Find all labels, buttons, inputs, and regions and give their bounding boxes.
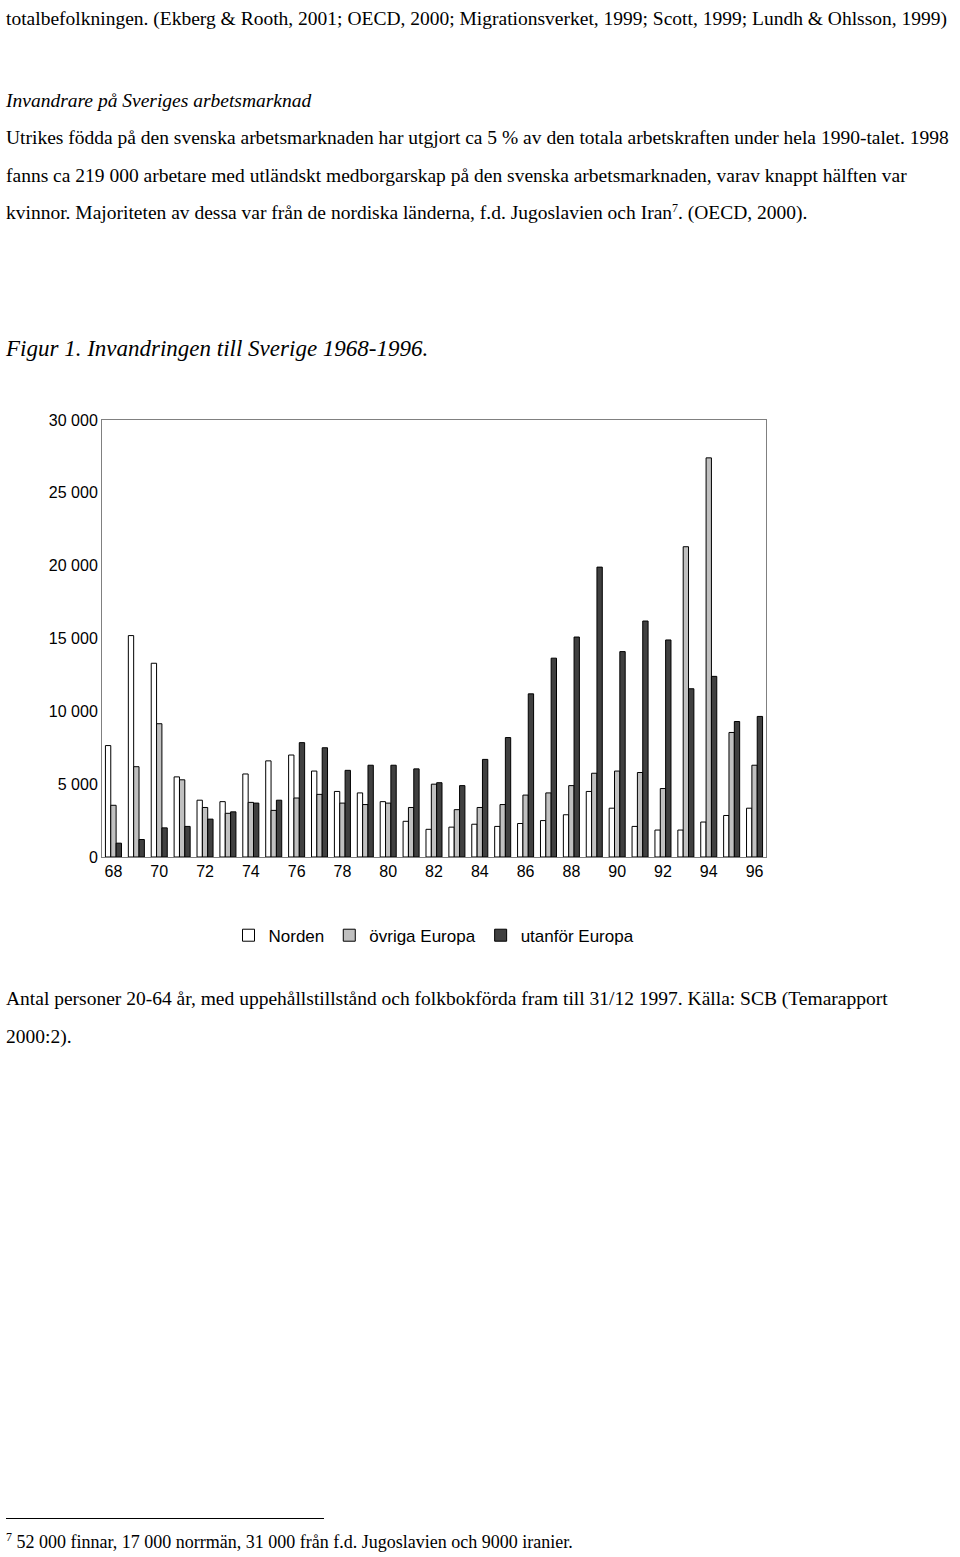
svg-text:30 000: 30 000	[49, 412, 98, 429]
svg-text:72: 72	[196, 863, 214, 880]
svg-text:74: 74	[242, 863, 260, 880]
svg-text:20 000: 20 000	[49, 557, 98, 574]
svg-text:84: 84	[471, 863, 489, 880]
html-text:Utrikes födda på den svenska a: Utrikes födda på den svenska arbetsmarkn…	[6, 127, 949, 223]
html-text:Figur 1. Invandringen till Sve: Figur 1. Invandringen till Sverige 1968-…	[6, 336, 429, 361]
svg-text:0: 0	[89, 849, 98, 866]
html-text:totalbefolkningen. (Ekberg & R: totalbefolkningen. (Ekberg & Rooth, 2001…	[6, 8, 947, 29]
svg-text:86: 86	[517, 863, 535, 880]
svg-text:10 000: 10 000	[49, 703, 98, 720]
svg-text:88: 88	[562, 863, 580, 880]
svg-text:utanför Europa: utanför Europa	[521, 927, 634, 946]
html-text:Invandrare på Sveriges arbetsm: Invandrare på Sveriges arbetsmarknad	[6, 90, 312, 111]
svg-text:92: 92	[654, 863, 672, 880]
svg-text:25 000: 25 000	[49, 484, 98, 501]
html-text:7: 7	[6, 1530, 12, 1544]
svg-text:70: 70	[150, 863, 168, 880]
svg-text:78: 78	[334, 863, 352, 880]
svg-text:15 000: 15 000	[49, 630, 98, 647]
svg-text:80: 80	[379, 863, 397, 880]
html-text:52 000 finnar, 17 000 norrmän,: 52 000 finnar, 17 000 norrmän, 31 000 fr…	[12, 1532, 573, 1552]
svg-text:94: 94	[700, 863, 718, 880]
svg-text:76: 76	[288, 863, 306, 880]
svg-text:Norden: Norden	[269, 927, 325, 946]
svg-text:90: 90	[608, 863, 626, 880]
svg-text:96: 96	[746, 863, 764, 880]
svg-text:5 000: 5 000	[58, 776, 98, 793]
svg-text:68: 68	[105, 863, 123, 880]
svg-text:82: 82	[425, 863, 443, 880]
html-text:Antal personer 20-64 år, med u: Antal personer 20-64 år, med uppehållsti…	[6, 988, 888, 1047]
svg-text:övriga Europa: övriga Europa	[369, 927, 475, 946]
